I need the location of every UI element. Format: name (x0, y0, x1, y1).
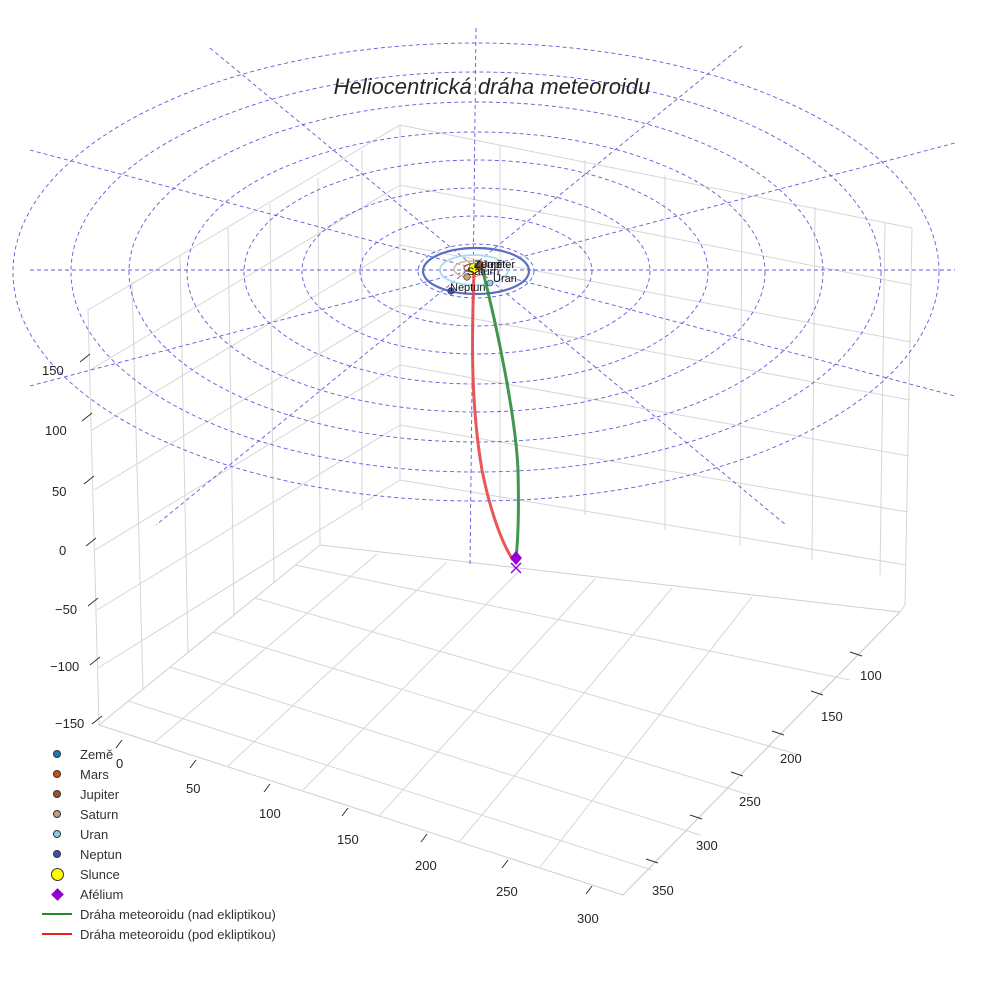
planet-label-uran: Uran (493, 273, 517, 285)
z-tick-label: 100 (45, 423, 67, 438)
legend-label: Afélium (80, 886, 124, 902)
circle-marker-icon (53, 830, 61, 838)
legend-item-trajectory-below: Dráha meteoroidu (pod ekliptikou) (34, 924, 276, 944)
x-tick-label: 250 (496, 884, 518, 899)
planet-markers (447, 260, 494, 295)
planet-label-zeme: Země (474, 259, 503, 271)
legend-label: Dráha meteoroidu (nad ekliptikou) (80, 906, 276, 922)
legend-item-jupiter: Jupiter (34, 784, 276, 804)
legend-item-uran: Uran (34, 824, 276, 844)
circle-marker-icon (53, 750, 61, 758)
legend-item-afelium: Afélium (34, 884, 276, 904)
legend-label: Uran (80, 826, 109, 842)
marker-jupiter (476, 260, 484, 268)
x-tick-label: 0 (116, 756, 124, 771)
z-tick-label: −150 (55, 716, 85, 731)
legend-label: Dráha meteoroidu (pod ekliptikou) (80, 926, 276, 942)
line-marker-icon (42, 933, 72, 935)
line-marker-icon (42, 913, 72, 915)
legend-item-slunce: Slunce (34, 864, 276, 884)
y-tick-label: 350 (652, 883, 674, 898)
chart-title: Heliocentrická dráha meteoroidu (333, 74, 651, 99)
y-tick-label: 250 (739, 794, 761, 809)
legend-label: Saturn (80, 806, 119, 822)
y-tick-label: 300 (696, 838, 718, 853)
circle-marker-icon (53, 770, 61, 778)
x-tick-label: 200 (415, 858, 437, 873)
legend-label: Slunce (80, 866, 120, 882)
axis-tick-marks (79, 353, 863, 895)
sun-marker-icon (50, 867, 64, 881)
legend: Země Mars Jupiter Saturn Uran Neptun Slu… (34, 744, 276, 944)
z-tick-label: −50 (55, 602, 78, 617)
diamond-marker-icon (50, 887, 64, 901)
x-tick-label: 50 (186, 781, 201, 796)
circle-marker-icon (53, 850, 61, 858)
trajectory-below-ecliptic (470, 271, 515, 561)
legend-label: Mars (80, 766, 109, 782)
y-tick-label: 100 (860, 668, 882, 683)
legend-label: Země (80, 746, 114, 762)
trajectory-above-ecliptic (480, 267, 520, 559)
legend-item-zeme: Země (34, 744, 276, 764)
x-tick-label: 300 (577, 911, 599, 926)
axes-box-grid (87, 124, 913, 896)
planet-label-saturn: Saturn (467, 266, 500, 278)
planet-label-jupiter: Jupiter (482, 259, 516, 271)
legend-item-trajectory-above: Dráha meteoroidu (nad ekliptikou) (34, 904, 276, 924)
planet-label-neptun: Neptun (450, 282, 486, 294)
circle-marker-icon (53, 810, 61, 818)
marker-uran (486, 279, 494, 287)
y-tick-label: 150 (821, 709, 843, 724)
x-tick-label: 150 (337, 832, 359, 847)
legend-item-mars: Mars (34, 764, 276, 784)
z-tick-label: 50 (52, 484, 67, 499)
z-tick-label: 0 (59, 543, 67, 558)
marker-saturn (463, 273, 471, 281)
aphelion-marker (510, 551, 522, 574)
orbit-neptun (421, 246, 531, 296)
legend-label: Neptun (80, 846, 122, 862)
z-tick-label: 150 (42, 363, 64, 378)
z-tick-label: −100 (50, 659, 80, 674)
circle-marker-icon (53, 790, 61, 798)
ecliptic-polar-grid (12, 27, 956, 567)
legend-item-neptun: Neptun (34, 844, 276, 864)
legend-label: Jupiter (80, 786, 120, 802)
x-tick-label: 100 (259, 806, 281, 821)
marker-neptun (447, 287, 455, 295)
y-tick-label: 200 (780, 751, 802, 766)
legend-item-saturn: Saturn (34, 804, 276, 824)
